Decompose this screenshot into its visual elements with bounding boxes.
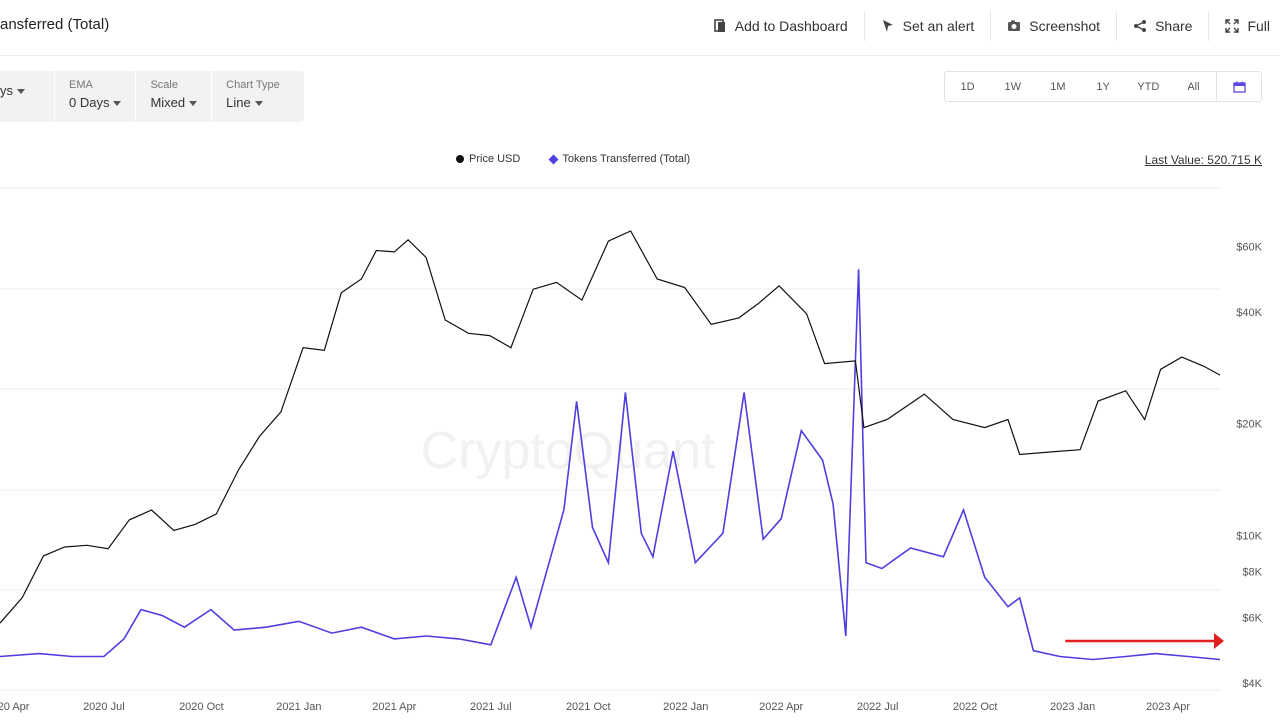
y-tick-label: $8K	[1242, 566, 1262, 578]
fullscreen-button[interactable]: Full	[1209, 11, 1280, 41]
legend-tokens-label: Tokens Transferred (Total)	[562, 153, 691, 165]
chevron-down-icon	[17, 89, 25, 95]
chart-legend: Price USD Tokens Transferred (Total)	[456, 153, 690, 165]
add-to-dashboard-label: Add to Dashboard	[734, 18, 848, 34]
screenshot-button[interactable]: Screenshot	[991, 11, 1118, 41]
share-label: Share	[1155, 18, 1193, 34]
legend-item-tokens[interactable]: Tokens Transferred (Total)	[548, 153, 691, 165]
chevron-down-icon	[189, 101, 198, 107]
calendar-icon	[1232, 81, 1246, 93]
y-tick-label: $40K	[1236, 307, 1262, 319]
ema-select-value: 0 Days	[69, 95, 110, 110]
legend-price-marker	[456, 155, 464, 163]
range-1y-button[interactable]: 1Y	[1096, 80, 1110, 93]
share-button[interactable]: Share	[1117, 11, 1210, 41]
x-tick-label: 2021 Jul	[470, 701, 512, 713]
legend-item-price[interactable]: Price USD	[456, 153, 520, 165]
last-value-readout[interactable]: Last Value: 520.715 K	[1144, 153, 1262, 167]
chart-type-select-value: Line	[226, 95, 251, 110]
chevron-down-icon	[254, 101, 263, 107]
window-select-value: ys	[0, 83, 13, 98]
scale-select-value: Mixed	[150, 95, 186, 110]
range-ytd-button[interactable]: YTD	[1137, 80, 1160, 93]
x-tick-label: 2022 Jul	[857, 701, 899, 713]
x-tick-label: 2021 Oct	[566, 701, 611, 713]
x-tick-label: 2023 Apr	[1146, 701, 1190, 713]
x-tick-label: 2021 Apr	[372, 701, 416, 713]
x-tick-label: 2023 Jan	[1050, 701, 1095, 713]
alert-icon	[881, 19, 895, 33]
ema-select-label: EMA	[69, 79, 93, 91]
share-icon	[1133, 19, 1147, 33]
x-tick-label: 2021 Jan	[276, 701, 321, 713]
chart-type-select-label: Chart Type	[226, 79, 280, 91]
chevron-down-icon	[113, 101, 122, 107]
fullscreen-label: Full	[1247, 18, 1270, 34]
x-tick-label: 2022 Oct	[953, 701, 998, 713]
x-tick-label: 2022 Jan	[663, 701, 708, 713]
fullscreen-icon	[1225, 19, 1240, 33]
header-divider	[0, 55, 1280, 56]
toolbar: Add to Dashboard Set an alert Screenshot…	[697, 0, 1280, 52]
add-to-dashboard-button[interactable]: Add to Dashboard	[697, 11, 865, 41]
screenshot-label: Screenshot	[1029, 18, 1101, 34]
annotation-arrow-head	[1214, 633, 1224, 649]
series-line-price-usd	[0, 230, 1221, 624]
range-all-button[interactable]: All	[1187, 80, 1200, 93]
legend-price-label: Price USD	[469, 153, 521, 165]
y-tick-label: $10K	[1236, 530, 1262, 542]
window-select[interactable]: ys	[0, 71, 55, 122]
scale-select-label: Scale	[150, 79, 178, 91]
range-1m-button[interactable]: 1M	[1050, 80, 1066, 93]
range-1d-button[interactable]: 1D	[960, 80, 975, 93]
page-title: ansferred (Total)	[0, 16, 110, 33]
calendar-button[interactable]	[1216, 72, 1261, 101]
scale-select[interactable]: Scale Mixed	[136, 71, 213, 122]
x-tick-label: 2022 Apr	[759, 701, 803, 713]
x-tick-label: 2020 Apr	[0, 701, 30, 713]
camera-icon	[1007, 19, 1021, 33]
series-line-tokens-transferred	[0, 269, 1221, 661]
y-tick-label: $6K	[1242, 613, 1262, 625]
y-tick-label: $60K	[1236, 241, 1262, 253]
chart-type-select[interactable]: Chart Type Line	[212, 71, 294, 122]
x-tick-label: 2020 Oct	[179, 701, 224, 713]
y-tick-label: $20K	[1236, 419, 1262, 431]
ema-select[interactable]: EMA 0 Days	[55, 71, 137, 122]
range-1w-button[interactable]: 1W	[1004, 80, 1022, 93]
set-alert-label: Set an alert	[902, 18, 975, 34]
dashboard-icon	[713, 19, 727, 33]
x-tick-label: 2020 Jul	[83, 701, 125, 713]
y-tick-label: $4K	[1242, 678, 1262, 690]
chart-controls: ys EMA 0 Days Scale Mixed Chart Type Lin…	[0, 71, 304, 122]
range-selector: 1D 1W 1M 1Y YTD All	[944, 71, 1262, 102]
set-alert-button[interactable]: Set an alert	[865, 11, 992, 41]
